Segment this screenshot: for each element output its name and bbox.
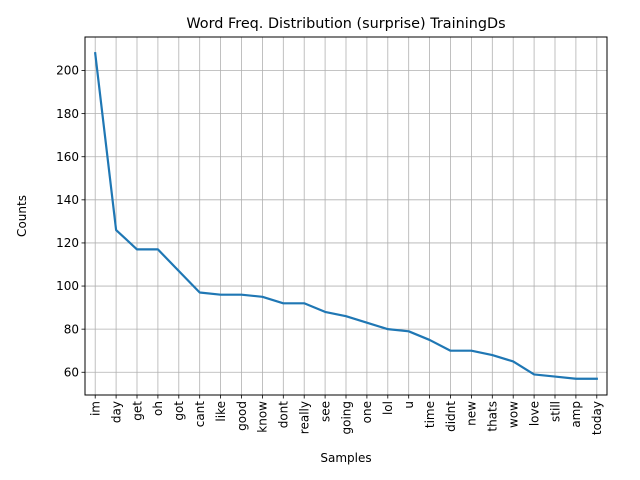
y-tick-label: 120 xyxy=(56,236,79,250)
x-tick-label: im xyxy=(89,401,103,416)
chart-title: Word Freq. Distribution (surprise) Train… xyxy=(186,16,505,32)
x-tick-label: didnt xyxy=(444,401,458,432)
x-tick-label: love xyxy=(527,401,541,426)
y-tick-label: 80 xyxy=(64,322,79,336)
y-axis-title: Counts xyxy=(15,195,29,237)
y-tick-label: 140 xyxy=(56,193,79,207)
x-axis: im day get oh got cant like good know dont really s… xyxy=(89,395,604,435)
x-tick-label: oh xyxy=(151,401,165,416)
y-tick-label: 200 xyxy=(56,64,79,78)
series-layer xyxy=(93,52,598,380)
x-tick-label: one xyxy=(360,401,374,423)
x-tick-label: day xyxy=(109,401,123,423)
x-tick-label: u xyxy=(402,401,416,409)
y-axis: 60 80 100 120 140 160 180 200 xyxy=(56,64,85,379)
x-tick-label: wow xyxy=(507,401,521,428)
y-tick-label: 160 xyxy=(56,150,79,164)
x-tick-label: thats xyxy=(486,401,500,432)
x-tick-label: good xyxy=(235,401,249,431)
x-tick-label: still xyxy=(548,401,562,422)
x-tick-label: amp xyxy=(569,401,583,428)
x-tick-label: know xyxy=(256,401,270,433)
x-tick-label: got xyxy=(172,401,186,421)
x-axis-title: Samples xyxy=(320,451,371,465)
x-tick-label: lol xyxy=(381,401,395,415)
x-tick-label: see xyxy=(318,401,332,422)
x-tick-label: new xyxy=(465,401,479,426)
x-tick-label: get xyxy=(130,401,144,421)
x-tick-label: today xyxy=(590,401,604,435)
y-tick-label: 100 xyxy=(56,279,79,293)
x-tick-label: time xyxy=(423,401,437,428)
x-gridlines xyxy=(94,37,598,395)
x-tick-label: cant xyxy=(193,401,207,428)
y-tick-label: 60 xyxy=(64,365,79,379)
x-tick-label: dont xyxy=(277,401,291,429)
x-tick-label: going xyxy=(339,401,353,435)
y-tick-label: 180 xyxy=(56,107,79,121)
x-tick-label: like xyxy=(214,401,228,422)
x-tick-label: really xyxy=(298,401,312,434)
plot-area xyxy=(84,36,608,396)
